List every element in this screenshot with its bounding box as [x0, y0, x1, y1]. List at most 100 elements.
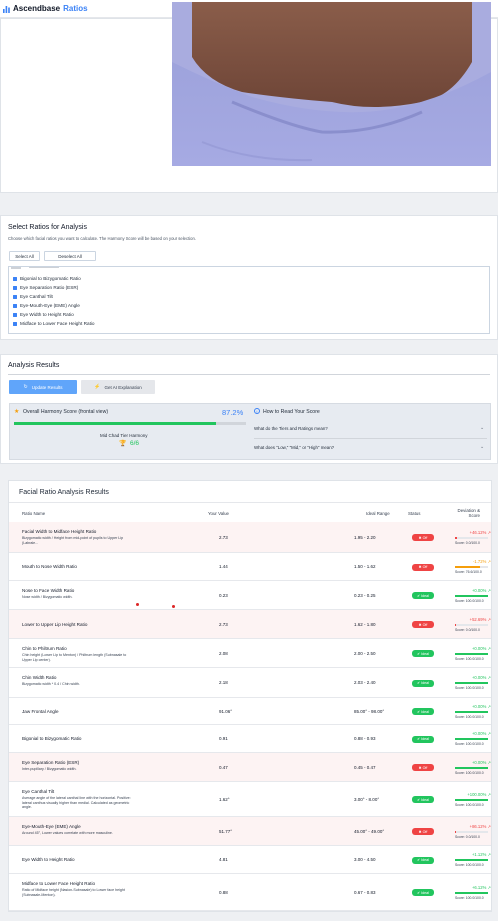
checkbox-checked-icon[interactable]: [13, 303, 17, 308]
score-text: Score: 100.0/100.0: [455, 742, 484, 746]
ideal-range: 1.50 - 1.62: [354, 564, 376, 569]
status-icon: ✖: [418, 765, 422, 770]
faq-tiers-question[interactable]: What do the Tiers and Ratings mean?: [254, 426, 328, 431]
score-bar: [455, 766, 488, 769]
select-all-button[interactable]: Select All: [9, 251, 40, 261]
checkbox-checked-icon[interactable]: [13, 321, 17, 326]
ratio-description: Bizygomatic width * 0.4 / Chin width.: [22, 682, 80, 686]
checkbox-checked-icon[interactable]: [13, 312, 17, 317]
ideal-range: 3.00° - 8.00°: [354, 796, 380, 802]
score-bar-fill: [455, 710, 488, 713]
ratio-value: 0.23: [219, 592, 228, 598]
checkbox-checked-icon[interactable]: [13, 294, 17, 299]
checkbox-checked-icon[interactable]: [13, 285, 17, 290]
checkbox-checked-icon[interactable]: [13, 276, 17, 281]
ratio-name: Bigonial to Bizygomatic Ratio: [22, 736, 82, 741]
harmony-score-panel: [9, 403, 491, 460]
status-badge: ✖ Off: [412, 828, 434, 835]
ratio-value: 2.73: [219, 534, 228, 540]
score-text: Score: 0.0/100.0: [455, 834, 480, 839]
update-results-button[interactable]: ↻ Update Results: [9, 380, 77, 394]
ratio-checkbox-item[interactable]: Bigonial to Bizygomatic Ratio: [13, 276, 81, 281]
trend-icon: ↗: [487, 587, 491, 593]
info-icon: i: [254, 408, 260, 414]
ratio-checkbox-item[interactable]: Eye Canthal Tilt: [13, 294, 53, 299]
chevron-down-icon[interactable]: ⌄: [480, 425, 485, 431]
trend-icon: ↗: [487, 616, 491, 622]
score-text: Score: 76.6/100.0: [455, 570, 482, 574]
ratio-value: 0.47: [219, 764, 228, 770]
deviation-value: +86.12% ↗: [469, 823, 491, 829]
star-icon: ★: [14, 409, 20, 415]
divider: [9, 502, 491, 503]
ideal-range: 3.00 - 4.50: [354, 857, 376, 862]
ratio-name: Jaw Frontal Angle: [22, 708, 59, 714]
status-badge: ✔ Ideal: [412, 592, 434, 599]
table-row: Bigonial to Bizygomatic Ratio 0.91 0.88 - …: [9, 725, 491, 753]
score-text: Score: 100.0/100.0: [455, 656, 484, 661]
how-to-read-title: How to Read Your Score: [263, 409, 320, 415]
status-badge: ✖ Off: [412, 563, 434, 571]
faq-levels-question[interactable]: What does "Low," "Mid," or "High" mean?: [254, 445, 335, 450]
ratio-checkbox-item[interactable]: Eye Separation Ratio (ESR): [13, 285, 78, 290]
table-row: Jaw Frontal Angle 91.06° 85.00° - 98.00° ✔ I…: [9, 698, 491, 725]
score-bar-fill: [455, 798, 488, 801]
ratio-name: Facial Width to Midface Height Ratio: [22, 529, 97, 534]
status-badge: ✔ Ideal: [412, 796, 434, 803]
score-bar: [455, 738, 488, 740]
deviation-value: +0.00% ↗: [471, 759, 491, 765]
chevron-down-icon[interactable]: ⌄: [480, 444, 485, 450]
score-bar: [455, 536, 488, 539]
table-row: Facial Width to Midface Height Ratio Bizy…: [9, 522, 491, 553]
ratio-checkbox-item[interactable]: Midface to Lower Face Height Ratio: [13, 321, 95, 326]
table-row: Eye-Mouth-Eye (EME) Angle Around 45°, Low…: [9, 817, 491, 846]
score-bar: [455, 798, 488, 801]
table-row: Eye Width to Height Ratio 4.81 3.00 - 4.50…: [9, 846, 491, 874]
status-badge: ✔ Ideal: [412, 650, 434, 657]
brand-name: Ascendbase: [13, 4, 61, 13]
ratio-value: 2.08: [219, 650, 228, 656]
face-photo: [172, 2, 491, 166]
score-bar: [455, 594, 488, 597]
ideal-range: 1.95 - 2.20: [354, 534, 376, 540]
chart-logo-icon: [3, 5, 10, 13]
divider: [254, 438, 487, 439]
select-ratios-title: Select Ratios for Analysis: [8, 224, 87, 231]
deviation-value: +0.00% ↗: [471, 731, 491, 736]
status-badge: ✔ Ideal: [412, 735, 434, 743]
score-text: Score: 0.0/100.0: [455, 627, 480, 632]
trend-icon: ↗: [487, 529, 491, 535]
ratio-name: Eye Canthal Tilt: [22, 789, 55, 794]
trend-icon: ↗: [487, 823, 491, 829]
ai-explanation-button[interactable]: ⚡ Get AI Explanation: [81, 380, 155, 394]
lightning-icon: ⚡: [94, 384, 101, 390]
ratio-description: Ratio of Midface height (Nasion-Subnasal…: [22, 888, 125, 897]
trend-icon: ↗: [487, 884, 491, 890]
trend-icon: ↗: [487, 759, 491, 765]
ratio-value: 51.77°: [219, 828, 233, 834]
col-header-status: Status: [408, 511, 421, 516]
deselect-all-button[interactable]: Deselect All: [44, 251, 96, 261]
ratio-checkbox-item[interactable]: Eye-Mouth-Eye (EME) Angle: [13, 303, 80, 308]
score-bar-fill: [455, 566, 481, 568]
ratio-description: Chin height (Lower Lip to Menton) / Phil…: [22, 653, 127, 662]
score-bar-fill: [455, 594, 488, 597]
score-bar-fill: [455, 536, 457, 539]
deviation-value: +100.00% ↗: [467, 791, 491, 797]
score-bar-fill: [455, 738, 488, 740]
trend-icon: ↗: [487, 791, 491, 797]
ratio-value: 2.73: [219, 621, 228, 627]
tier-label: Mid Chad Tier Harmony: [100, 433, 148, 438]
score-text: Score: 100.0/100.0: [455, 714, 484, 719]
status-badge: ✖ Off: [412, 764, 434, 771]
score-text: Score: 100.0/100.0: [455, 598, 484, 603]
ratio-checkbox-item[interactable]: Eye Width to Height Ratio: [13, 312, 74, 317]
status-icon: ✔: [417, 651, 421, 656]
ratio-name: Lower to Upper Lip Height Ratio: [22, 621, 88, 627]
ratio-checklist[interactable]: Bigonial to Bizygomatic Ratio Eye Separa…: [8, 266, 490, 334]
ideal-range: 0.45 - 0.47: [354, 764, 376, 770]
score-text: Score: 100.0/100.0: [455, 686, 484, 690]
trend-icon: ↗: [487, 731, 491, 736]
marker-dot: [172, 605, 175, 608]
overall-harmony-value: 87.2%: [222, 408, 244, 417]
